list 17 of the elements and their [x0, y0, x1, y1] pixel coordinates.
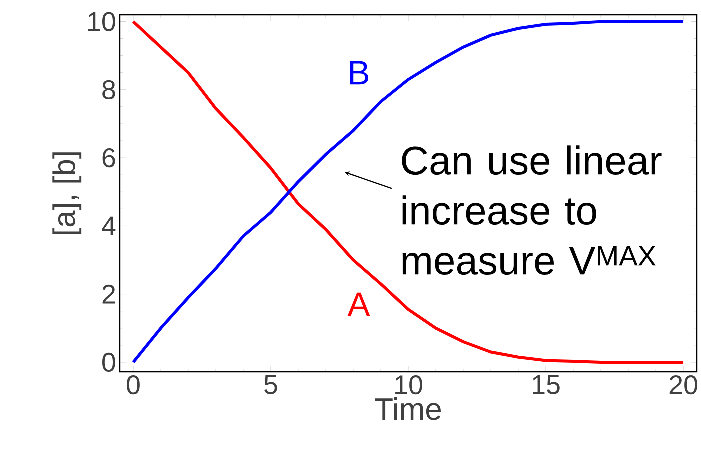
y-axis-title: [a], [b]: [52, 152, 82, 234]
x-tick-label: 0: [127, 376, 140, 395]
y-tick-label: 2: [102, 284, 116, 304]
y-tick-label: 6: [102, 148, 116, 168]
y-tick-label: 0: [102, 352, 116, 372]
x-tick-label: 10: [396, 376, 422, 395]
x-axis-title: Time: [375, 398, 442, 420]
x-tick-label: 20: [670, 376, 698, 395]
series-label: A: [348, 292, 370, 316]
series-label: B: [350, 61, 369, 85]
x-tick-label: 5: [264, 376, 278, 394]
y-tick-label: 8: [102, 80, 116, 100]
x-tick-label: 15: [533, 376, 560, 394]
line-series: [132, 20, 686, 364]
y-tick-label: 10: [88, 12, 116, 32]
annotation: Can use linear increase to measure V$^{MAX}$: [402, 146, 662, 276]
y-tick-label: 4: [102, 216, 116, 236]
